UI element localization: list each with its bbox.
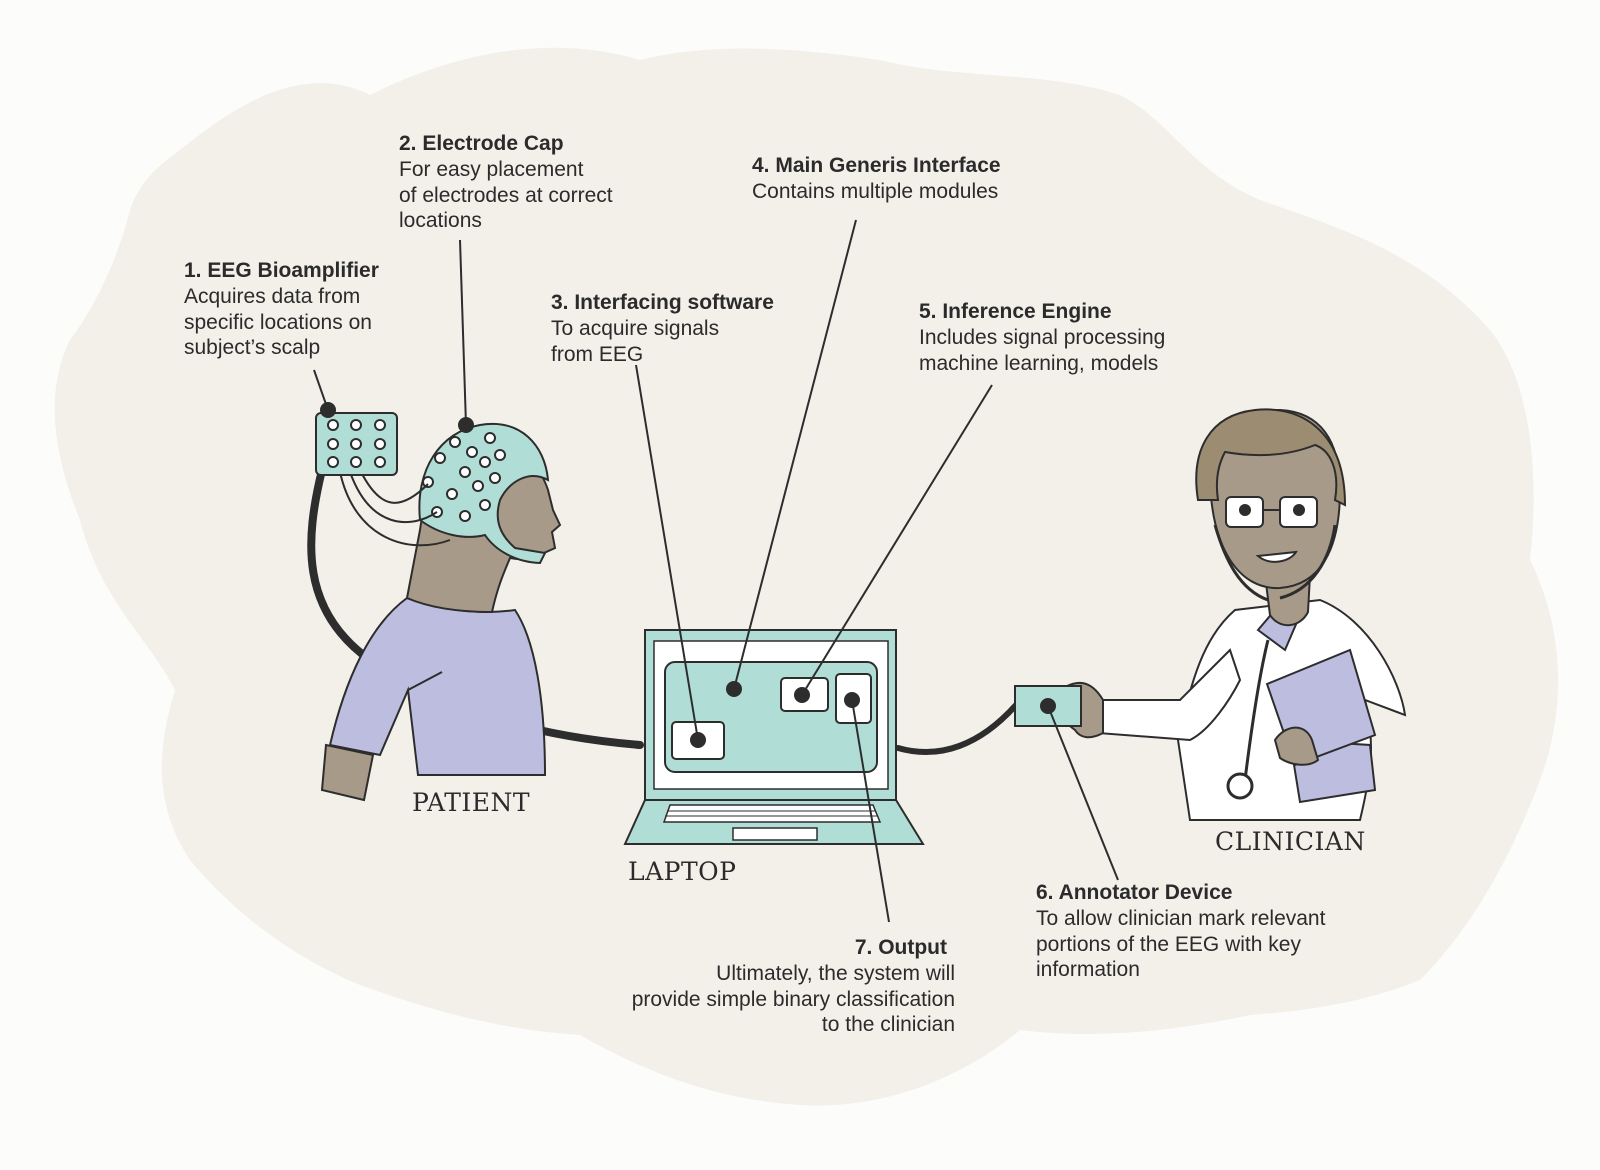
annotation-title: 3. Interfacing software [551, 291, 774, 314]
annotation-line: subject’s scalp [184, 336, 321, 359]
marker-dots [320, 402, 1056, 748]
annotation-title: 5. Inference Engine [919, 300, 1112, 323]
laptop-caption: LAPTOP [628, 857, 737, 886]
annotation-body: Contains multiple modules [752, 179, 1001, 205]
annotation-inference-engine: 5. Inference Engine Includes signal proc… [919, 299, 1165, 376]
annotation-title: 6. Annotator Device [1036, 881, 1233, 904]
annotation-main-interface: 4. Main Generis Interface Contains multi… [752, 153, 1001, 205]
annotation-body: To allow clinician mark relevant portion… [1036, 906, 1325, 983]
annotation-line: To allow clinician mark relevant [1036, 907, 1326, 930]
annotation-line: locations [399, 209, 482, 232]
annotation-interfacing-software: 3. Interfacing software To acquire signa… [551, 290, 774, 367]
annotation-line: of electrodes at correct [399, 183, 613, 207]
annotation-annotator-device: 6. Annotator Device To allow clinician m… [1036, 880, 1325, 983]
annotation-line: information [1036, 958, 1140, 981]
annotation-title: 1. EEG Bioamplifier [184, 259, 379, 282]
annotation-line: to the clinician [821, 1013, 955, 1036]
annotation-title: 2. Electrode Cap [399, 132, 564, 155]
annotation-line: specific locations on [184, 310, 372, 334]
amplifier-wires [339, 469, 451, 547]
annotation-output: 7. Output Ultimately, the system will pr… [632, 935, 955, 1038]
leader-lines [313, 219, 1119, 923]
annotation-line: portions of the EEG with key [1036, 932, 1301, 956]
annotation-body: Acquires data from specific locations on… [184, 284, 379, 361]
annotation-body: For easy placement of electrodes at corr… [399, 157, 613, 234]
laptop-device [623, 629, 925, 845]
annotation-title: 7. Output [854, 936, 947, 959]
annotation-line: Acquires data from [184, 285, 361, 308]
patient-caption: PATIENT [412, 788, 531, 817]
annotation-body: Ultimately, the system will provide simp… [632, 961, 955, 1038]
annotation-line: Includes signal processing [919, 326, 1166, 349]
annotation-line: from EEG [551, 342, 644, 366]
background-blob [54, 47, 1559, 1106]
annotation-body: To acquire signals from EEG [551, 316, 774, 367]
annotation-line: To acquire signals [551, 317, 720, 340]
eeg-bioamplifier-device [315, 412, 398, 476]
annotation-line: Contains multiple modules [752, 180, 999, 203]
annotation-electrode-cap: 2. Electrode Cap For easy placement of e… [399, 131, 613, 234]
annotation-body: Includes signal processing machine learn… [919, 325, 1165, 376]
annotation-line: For easy placement [399, 158, 584, 181]
annotation-line: machine learning, models [919, 351, 1159, 375]
clinician-caption: CLINICIAN [1215, 827, 1366, 856]
electrode-cap-dots [422, 432, 506, 522]
annotation-eeg-bioamplifier: 1. EEG Bioamplifier Acquires data from s… [184, 258, 379, 361]
laptop-annotator-cable [895, 702, 1019, 755]
annotation-line: Ultimately, the system will [716, 962, 955, 985]
annotation-line: provide simple binary classification [631, 987, 955, 1011]
clinician-figure [1058, 408, 1407, 821]
annotation-title: 4. Main Generis Interface [752, 154, 1001, 177]
